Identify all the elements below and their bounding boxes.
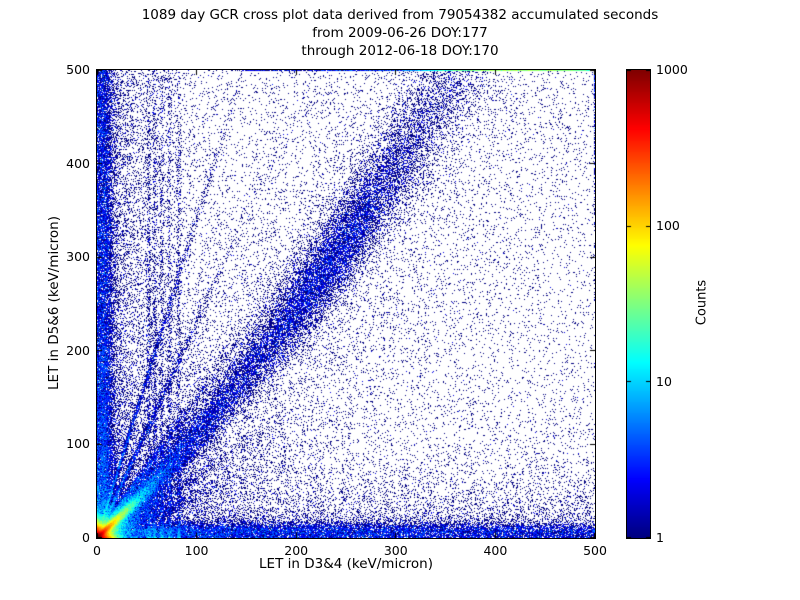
x-tick-label: 0 bbox=[93, 543, 101, 558]
x-tick-label: 300 bbox=[383, 543, 408, 558]
y-tick-label: 0 bbox=[82, 530, 90, 545]
chart-title-line-1: 1089 day GCR cross plot data derived fro… bbox=[141, 7, 659, 23]
y-tick-label: 300 bbox=[66, 249, 90, 265]
y-tick-label: 100 bbox=[66, 436, 90, 452]
x-axis-label: LET in D3&4 (keV/micron) bbox=[259, 556, 433, 572]
density-scatter-canvas bbox=[97, 70, 595, 538]
x-tick-label: 400 bbox=[483, 543, 508, 558]
chart-title-line-2: from 2009-06-26 DOY:177 bbox=[312, 25, 488, 41]
y-tick-label: 500 bbox=[66, 62, 90, 77]
x-tick-label: 100 bbox=[184, 543, 209, 558]
x-tick-label: 500 bbox=[583, 543, 607, 558]
colorbar-tick-label: 1 bbox=[656, 530, 664, 545]
colorbar-gradient-canvas bbox=[627, 70, 650, 538]
y-axis-label: LET in D5&6 (keV/micron) bbox=[46, 216, 62, 390]
plot-area bbox=[96, 69, 596, 539]
chart-title-line-3: through 2012-06-18 DOY:170 bbox=[301, 43, 499, 59]
x-tick-label: 200 bbox=[284, 543, 309, 558]
chart-title: 1089 day GCR cross plot data derived fro… bbox=[0, 6, 800, 60]
colorbar-tick-label: 1000 bbox=[656, 62, 688, 77]
y-tick-label: 200 bbox=[66, 342, 90, 358]
colorbar bbox=[626, 69, 651, 539]
y-tick-label: 400 bbox=[66, 155, 90, 171]
colorbar-tick-label: 100 bbox=[656, 218, 680, 233]
colorbar-tick-label: 10 bbox=[656, 374, 672, 389]
